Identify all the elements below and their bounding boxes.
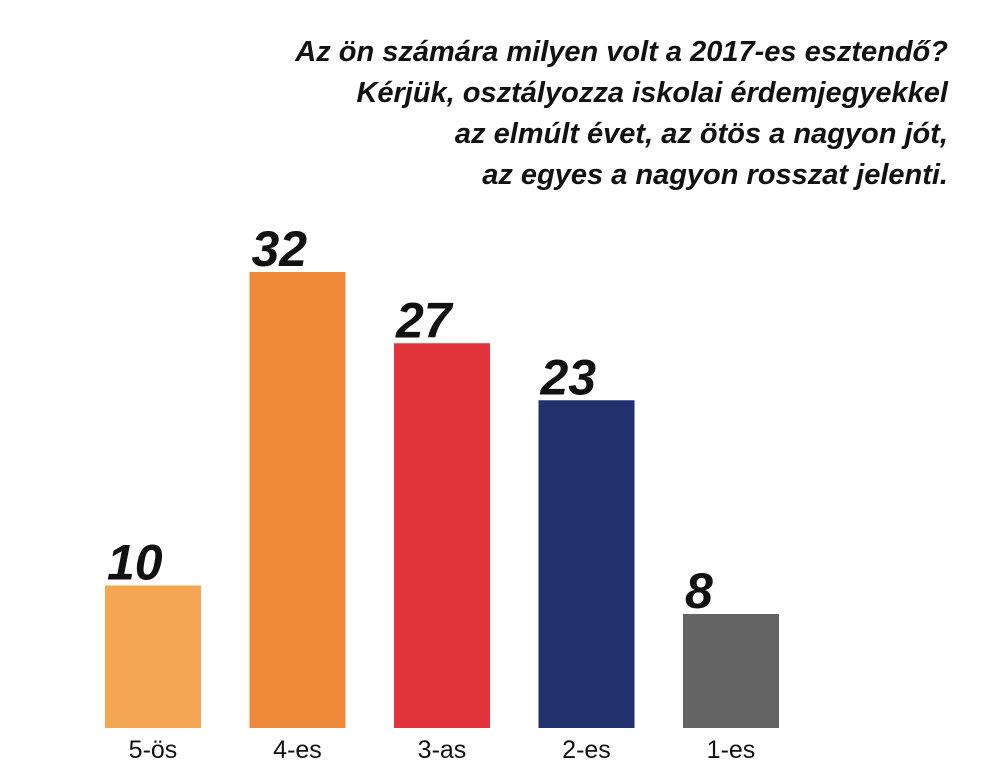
title-line-1: Az ön számára milyen volt a 2017-es eszt… bbox=[295, 36, 948, 68]
title-line-3: az elmúlt évet, az ötös a nagyon jót, bbox=[454, 118, 948, 150]
value-label-2: 32 bbox=[252, 221, 308, 277]
bar-3 bbox=[394, 343, 490, 728]
chart-title: Az ön számára milyen volt a 2017-es eszt… bbox=[295, 32, 948, 196]
value-label-3: 27 bbox=[395, 292, 454, 348]
title-line-4: az egyes a nagyon rosszat jelenti. bbox=[482, 159, 948, 191]
bar-5 bbox=[683, 614, 779, 728]
bar-4 bbox=[538, 400, 635, 728]
bar-2 bbox=[249, 272, 346, 728]
category-label-1: 5-ös bbox=[129, 736, 178, 764]
value-label-4: 23 bbox=[540, 349, 597, 405]
category-label-3: 3-as bbox=[418, 736, 467, 764]
value-label-1: 10 bbox=[107, 535, 163, 591]
category-label-5: 1-es bbox=[707, 736, 756, 764]
category-label-2: 4-es bbox=[273, 736, 322, 764]
title-line-2: Kérjük, osztályozza iskolai érdemjegyekk… bbox=[356, 77, 948, 109]
value-label-5: 8 bbox=[685, 563, 713, 619]
category-label-4: 2-es bbox=[562, 736, 611, 764]
bar-1 bbox=[105, 585, 201, 728]
